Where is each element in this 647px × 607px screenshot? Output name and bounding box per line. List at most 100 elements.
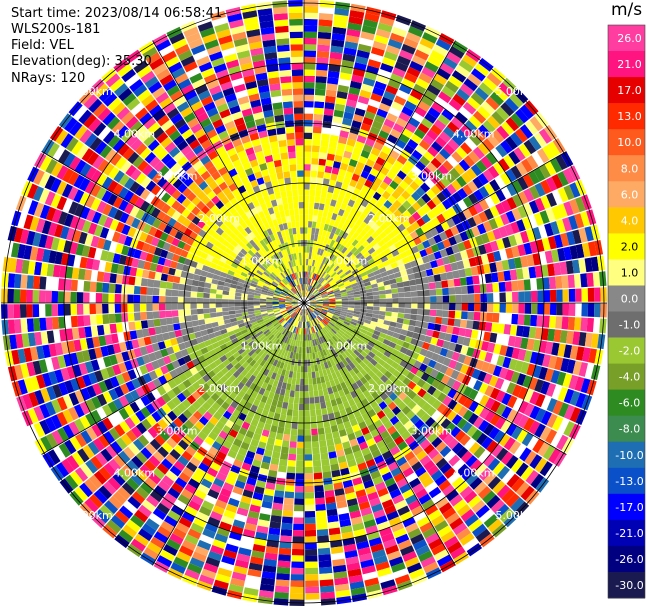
velocity-gate (568, 288, 576, 302)
velocity-gate (361, 184, 370, 194)
velocity-gate (139, 364, 149, 375)
velocity-gate (62, 409, 74, 424)
velocity-gate (204, 436, 215, 446)
velocity-gate (442, 238, 452, 249)
velocity-gate (304, 353, 307, 360)
velocity-gate (272, 299, 279, 302)
velocity-gate (320, 321, 326, 328)
velocity-gate (584, 226, 594, 242)
velocity-gate (83, 303, 90, 315)
velocity-gate (219, 375, 229, 384)
velocity-gate (299, 315, 302, 322)
velocity-gate (364, 319, 372, 325)
velocity-gate (267, 311, 274, 315)
velocity-gate (428, 538, 443, 550)
velocity-gate (528, 136, 542, 151)
velocity-gate (325, 367, 332, 375)
velocity-gate (42, 344, 51, 359)
velocity-gate (353, 291, 361, 295)
velocity-gate (108, 303, 115, 314)
velocity-gate (33, 202, 45, 218)
velocity-gate (291, 303, 298, 305)
velocity-gate (450, 262, 459, 271)
velocity-gate (377, 567, 392, 578)
velocity-gate (155, 264, 164, 273)
velocity-gate (335, 417, 343, 425)
velocity-gate (26, 275, 34, 289)
velocity-gate (278, 283, 285, 289)
velocity-gate (253, 305, 261, 309)
velocity-gate (285, 305, 292, 307)
velocity-gate (310, 365, 315, 372)
velocity-gate (285, 300, 292, 302)
velocity-gate (335, 214, 343, 223)
velocity-gate (380, 243, 389, 252)
velocity-gate (314, 485, 324, 493)
velocity-gate (90, 456, 103, 470)
velocity-gate (229, 334, 237, 341)
velocity-gate (286, 308, 293, 312)
velocity-gate (70, 291, 77, 303)
velocity-gate (268, 287, 276, 292)
velocity-gate (310, 301, 317, 303)
velocity-gate (146, 215, 156, 226)
velocity-gate (74, 389, 85, 404)
velocity-gate (259, 359, 267, 367)
velocity-gate (256, 269, 263, 276)
velocity-gate (306, 308, 309, 315)
velocity-gate (148, 327, 156, 336)
velocity-gate (311, 151, 320, 159)
velocity-gate (315, 296, 322, 299)
velocity-gate (380, 62, 394, 73)
velocity-gate (386, 170, 397, 180)
velocity-gate (266, 340, 273, 348)
velocity-gate (489, 205, 500, 218)
velocity-gate (378, 310, 386, 316)
velocity-gate (148, 370, 158, 381)
velocity-gate (107, 206, 118, 219)
velocity-gate (245, 262, 253, 269)
velocity-gate (146, 287, 154, 296)
velocity-gate (395, 533, 410, 545)
velocity-gate (115, 322, 124, 333)
velocity-gate (423, 303, 431, 310)
velocity-gate (379, 181, 389, 191)
velocity-gate (310, 320, 315, 327)
velocity-gate (309, 305, 316, 309)
velocity-gate (114, 293, 122, 303)
velocity-gate (402, 256, 410, 265)
velocity-gate (316, 268, 321, 275)
velocity-gate (330, 271, 337, 278)
velocity-gate (134, 533, 150, 547)
velocity-gate (278, 465, 287, 473)
velocity-gate (58, 382, 69, 396)
velocity-gate (226, 326, 234, 333)
velocity-gate (254, 272, 262, 278)
velocity-gate (306, 346, 310, 354)
velocity-gate (329, 239, 336, 247)
velocity-gate (150, 184, 162, 196)
velocity-gate (434, 549, 450, 562)
velocity-gate (63, 213, 74, 227)
velocity-gate (251, 550, 265, 559)
velocity-gate (185, 134, 197, 145)
velocity-gate (200, 329, 208, 337)
velocity-gate (293, 295, 300, 300)
velocity-gate (353, 349, 361, 357)
velocity-gate (523, 389, 534, 403)
velocity-gate (96, 173, 108, 187)
velocity-gate (280, 280, 287, 287)
velocity-gate (334, 154, 343, 163)
velocity-gate (301, 309, 303, 316)
velocity-gate (379, 222, 389, 231)
velocity-gate (319, 289, 326, 294)
velocity-gate (316, 301, 323, 303)
velocity-gate (293, 403, 299, 411)
velocity-gate (423, 89, 438, 102)
velocity-gate (428, 316, 436, 324)
velocity-gate (234, 559, 249, 569)
velocity-gate (118, 87, 133, 102)
velocity-gate (48, 371, 58, 385)
velocity-gate (454, 361, 464, 372)
velocity-gate (14, 364, 24, 380)
